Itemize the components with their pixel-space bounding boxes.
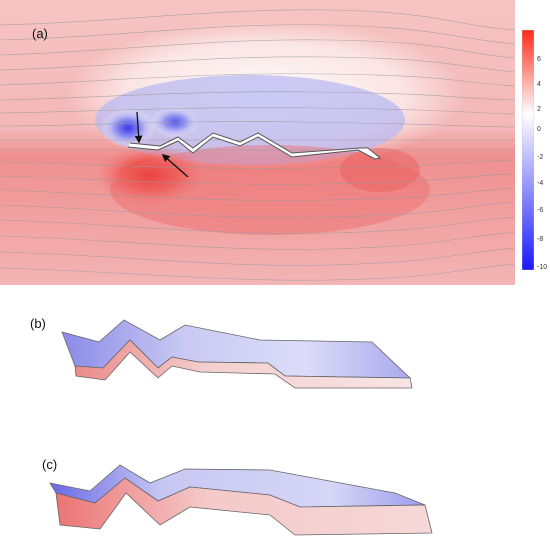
- colorbar-tick-neg10: -10: [537, 264, 548, 271]
- suction-peak-left: [100, 108, 156, 148]
- wing-c-lower-surface: [55, 477, 433, 536]
- arrow-upper: [134, 111, 143, 144]
- wing-surface-b: [61, 319, 413, 389]
- panel-c-label: (c): [42, 457, 58, 472]
- colorbar-tick-2: 2: [537, 106, 541, 113]
- colorbar-tick-6: 6: [537, 56, 541, 63]
- panel-a-label: (a): [32, 26, 48, 41]
- colorbar-tick-neg6: -6: [537, 207, 544, 214]
- airfoil-profile: [127, 132, 382, 160]
- colorbar-tick-0: 0: [537, 126, 541, 133]
- wing-surface-c: [49, 464, 433, 536]
- wing-b-lower-surface: [74, 339, 413, 389]
- colorbar-tick-4: 4: [537, 81, 541, 88]
- panel-c: (c): [0, 445, 550, 541]
- pressure-right: [340, 148, 420, 192]
- pressure-field-plot: [0, 0, 515, 285]
- panel-b-label: (b): [30, 316, 46, 331]
- colorbar-tick-neg8: -8: [537, 236, 544, 243]
- streamlines: [0, 9, 515, 281]
- pressure-peak: [95, 145, 205, 205]
- panel-b: (b): [0, 300, 550, 410]
- colorbar-tick-neg4: -4: [537, 180, 544, 187]
- panel-a: (a) 6 4 2 0 -2 -4 -6 -8 -10: [0, 0, 548, 285]
- colorbar-tick-neg2: -2: [537, 154, 544, 161]
- arrow-lower: [161, 153, 189, 178]
- colorbar: [522, 30, 534, 270]
- suction-peak-mid: [150, 106, 200, 138]
